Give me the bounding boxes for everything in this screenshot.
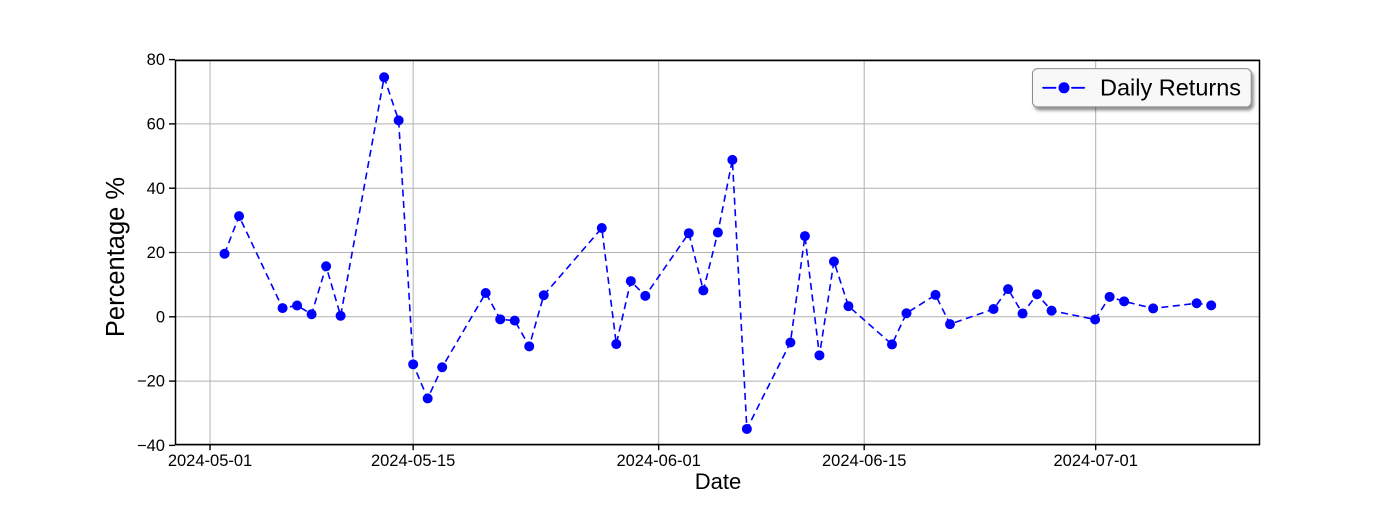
svg-text:2024-05-15: 2024-05-15 — [371, 452, 455, 470]
svg-text:40: 40 — [147, 180, 165, 198]
svg-text:2024-06-01: 2024-06-01 — [616, 452, 700, 470]
svg-text:2024-05-01: 2024-05-01 — [168, 452, 252, 470]
svg-text:Daily Returns: Daily Returns — [1100, 75, 1241, 101]
svg-text:2024-06-15: 2024-06-15 — [822, 452, 906, 470]
svg-text:20: 20 — [147, 244, 165, 262]
svg-text:60: 60 — [147, 116, 165, 134]
svg-text:2024-07-01: 2024-07-01 — [1053, 452, 1137, 470]
svg-text:−20: −20 — [137, 373, 165, 391]
svg-text:Date: Date — [695, 469, 741, 494]
svg-text:Percentage %: Percentage % — [102, 177, 130, 337]
svg-text:−40: −40 — [137, 437, 165, 455]
svg-text:80: 80 — [147, 51, 165, 69]
svg-text:0: 0 — [156, 308, 165, 326]
